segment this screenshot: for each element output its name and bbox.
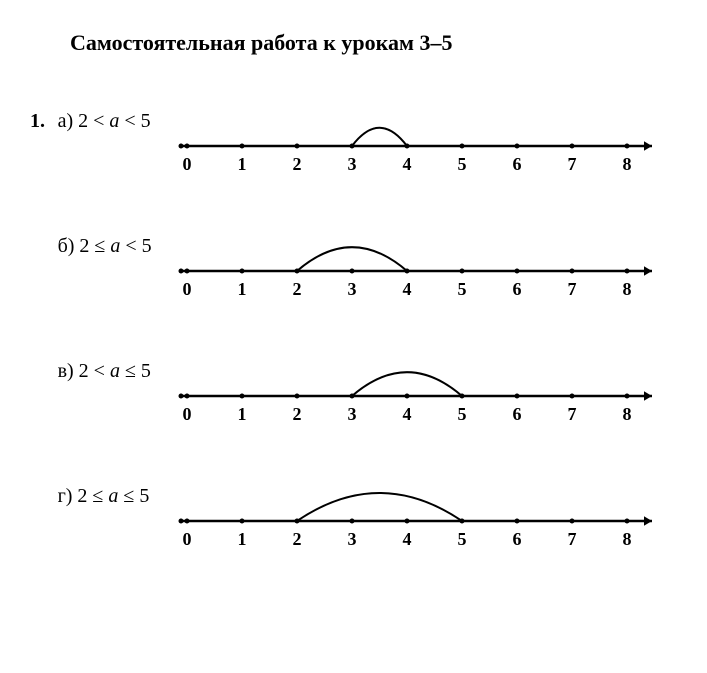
tick-label: 8 — [623, 529, 632, 549]
number-line-wrap: 0 1 2 3 4 5 6 7 8 — [177, 356, 677, 426]
tick-dot — [295, 394, 300, 399]
tick-label: 5 — [458, 154, 467, 174]
tick-label: 2 — [293, 529, 302, 549]
tick-label: 4 — [403, 154, 412, 174]
tick-label: 3 — [348, 279, 357, 299]
tick-label: 8 — [623, 279, 632, 299]
number-line-wrap: 0 1 2 3 4 5 6 7 8 — [177, 106, 677, 176]
worksheet-page: Самостоятельная работа к урокам 3–5 1.а)… — [0, 0, 707, 636]
tick-dot — [405, 519, 410, 524]
tick-dot — [570, 394, 575, 399]
problem-number: 1. — [30, 110, 58, 133]
tick-label: 3 — [348, 404, 357, 424]
tick-dot — [295, 144, 300, 149]
tick-label: 4 — [403, 279, 412, 299]
tick-dot — [185, 144, 190, 149]
tick-dot — [350, 519, 355, 524]
interval-arc — [297, 247, 407, 271]
tick-dot — [240, 269, 245, 274]
tick-dot — [515, 519, 520, 524]
tick-label: 4 — [403, 529, 412, 549]
tick-dot — [460, 269, 465, 274]
tick-dot — [240, 394, 245, 399]
tick-label: 5 — [458, 404, 467, 424]
tick-dot — [515, 269, 520, 274]
number-line: 0 1 2 3 4 5 6 7 8 — [177, 231, 677, 301]
number-line: 0 1 2 3 4 5 6 7 8 — [177, 356, 677, 426]
tick-label: 7 — [568, 529, 577, 549]
tick-dot — [240, 519, 245, 524]
tick-dot — [570, 519, 575, 524]
subproblem-label: б) 2 ≤ a < 5 — [58, 235, 177, 258]
number-line-wrap: 0 1 2 3 4 5 6 7 8 — [177, 481, 677, 551]
tick-label: 0 — [183, 279, 192, 299]
problem-list: 1.а) 2 < a < 5 0 1 2 3 4 5 6 7 8 б) 2 ≤ a < 5 0 1 2 3 4… — [30, 106, 677, 551]
subproblem-label: а) 2 < a < 5 — [58, 110, 177, 133]
tick-dot — [625, 519, 630, 524]
tick-label: 0 — [183, 529, 192, 549]
tick-label: 1 — [238, 404, 247, 424]
problem-row: 1.а) 2 < a < 5 0 1 2 3 4 5 6 7 8 — [30, 106, 677, 176]
interval-arc — [352, 128, 407, 146]
subproblem-label: г) 2 ≤ a ≤ 5 — [58, 485, 177, 508]
tick-dot — [185, 394, 190, 399]
tick-label: 3 — [348, 154, 357, 174]
tick-label: 7 — [568, 404, 577, 424]
tick-dot — [240, 144, 245, 149]
page-title: Самостоятельная работа к урокам 3–5 — [70, 30, 677, 56]
subproblem-label: в) 2 < a ≤ 5 — [58, 360, 177, 383]
tick-label: 8 — [623, 404, 632, 424]
tick-dot — [625, 144, 630, 149]
tick-label: 1 — [238, 279, 247, 299]
interval-arc — [352, 372, 462, 396]
tick-label: 1 — [238, 529, 247, 549]
tick-dot — [350, 269, 355, 274]
tick-label: 7 — [568, 154, 577, 174]
number-line: 0 1 2 3 4 5 6 7 8 — [177, 106, 677, 176]
tick-label: 8 — [623, 154, 632, 174]
tick-dot — [515, 394, 520, 399]
tick-label: 2 — [293, 279, 302, 299]
tick-label: 1 — [238, 154, 247, 174]
tick-label: 5 — [458, 279, 467, 299]
problem-row: г) 2 ≤ a ≤ 5 0 1 2 3 4 5 6 7 8 — [30, 481, 677, 551]
tick-dot — [625, 269, 630, 274]
tick-dot — [570, 269, 575, 274]
tick-label: 2 — [293, 154, 302, 174]
tick-dot — [570, 144, 575, 149]
number-line-wrap: 0 1 2 3 4 5 6 7 8 — [177, 231, 677, 301]
tick-dot — [460, 144, 465, 149]
tick-label: 0 — [183, 404, 192, 424]
tick-dot — [515, 144, 520, 149]
tick-label: 6 — [513, 279, 522, 299]
tick-label: 6 — [513, 529, 522, 549]
problem-row: в) 2 < a ≤ 5 0 1 2 3 4 5 6 7 8 — [30, 356, 677, 426]
tick-dot — [185, 519, 190, 524]
tick-label: 2 — [293, 404, 302, 424]
tick-dot — [405, 394, 410, 399]
tick-label: 5 — [458, 529, 467, 549]
tick-label: 0 — [183, 154, 192, 174]
problem-row: б) 2 ≤ a < 5 0 1 2 3 4 5 6 7 8 — [30, 231, 677, 301]
tick-dot — [185, 269, 190, 274]
tick-label: 3 — [348, 529, 357, 549]
number-line: 0 1 2 3 4 5 6 7 8 — [177, 481, 677, 551]
tick-dot — [625, 394, 630, 399]
tick-label: 7 — [568, 279, 577, 299]
interval-arc — [297, 493, 462, 521]
tick-label: 6 — [513, 154, 522, 174]
tick-label: 6 — [513, 404, 522, 424]
tick-label: 4 — [403, 404, 412, 424]
